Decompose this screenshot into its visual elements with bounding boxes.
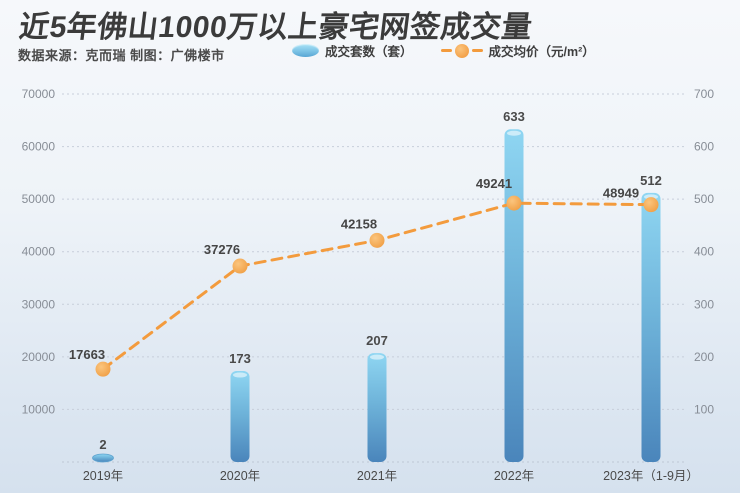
bar-2019年[interactable] xyxy=(92,453,114,463)
x-axis-label: 2020年 xyxy=(220,469,260,483)
source-note: 数据来源：克而瑞 制图：广佛楼市 xyxy=(18,48,225,63)
left-axis-tick: 10000 xyxy=(22,402,56,416)
bar-cap-highlight xyxy=(370,354,384,360)
legend-bars-label: 成交套数（套） xyxy=(325,45,413,59)
bar-value-label: 173 xyxy=(229,351,251,366)
price-point-2019年[interactable] xyxy=(95,361,111,377)
x-axis-label: 2022年 xyxy=(494,469,534,483)
legend-line-label: 成交均价（元/m²） xyxy=(488,45,595,59)
right-axis-tick: 600 xyxy=(694,140,714,154)
price-point-2020年[interactable] xyxy=(232,258,248,274)
right-axis-tick: 300 xyxy=(694,297,714,311)
price-value-label: 42158 xyxy=(341,216,377,231)
left-axis-tick: 50000 xyxy=(22,192,56,206)
bar-2022年[interactable] xyxy=(504,129,524,463)
bar-2020年[interactable] xyxy=(230,371,250,462)
price-point-2023年（1-9月）[interactable] xyxy=(643,197,659,213)
right-axis-tick: 400 xyxy=(694,245,714,259)
x-axis-label: 2021年 xyxy=(357,469,397,483)
left-axis-tick: 40000 xyxy=(22,245,56,259)
left-axis-tick: 60000 xyxy=(22,140,56,154)
bar-value-label: 2 xyxy=(99,437,106,452)
price-point-2022年[interactable] xyxy=(506,195,522,211)
right-axis-tick: 700 xyxy=(694,87,714,101)
bar-cap-highlight xyxy=(233,372,247,378)
line-series-icon xyxy=(440,43,483,58)
left-axis-tick: 30000 xyxy=(22,297,56,311)
price-value-label: 17663 xyxy=(69,347,105,362)
bar-value-label: 207 xyxy=(366,333,388,348)
bar-2021年[interactable] xyxy=(367,353,387,462)
left-axis-tick: 20000 xyxy=(22,350,56,364)
right-axis-tick: 200 xyxy=(694,350,714,364)
price-value-label: 48949 xyxy=(603,186,639,201)
price-value-label: 37276 xyxy=(204,242,240,257)
legend: 成交套数（套） 成交均价（元/m²） xyxy=(292,41,595,60)
bar-series-icon xyxy=(292,44,319,57)
right-axis-tick: 500 xyxy=(694,192,714,206)
left-axis-tick: 70000 xyxy=(22,87,56,101)
right-axis-tick: 100 xyxy=(694,402,714,416)
page-title: 近5年佛山1000万以上豪宅网签成交量 xyxy=(17,11,535,44)
x-axis-label: 2023年（1-9月） xyxy=(603,469,699,483)
bar-2023年（1-9月）[interactable] xyxy=(641,192,661,462)
bar-value-label: 633 xyxy=(503,109,525,124)
price-point-2021年[interactable] xyxy=(369,232,385,248)
legend-item-line[interactable]: 成交均价（元/m²） xyxy=(440,41,595,60)
price-value-label: 49241 xyxy=(476,176,512,191)
bar-cap-highlight xyxy=(507,130,521,136)
bar-value-label: 512 xyxy=(640,173,662,188)
legend-item-bars[interactable]: 成交套数（套） xyxy=(292,41,413,60)
x-axis-label: 2019年 xyxy=(83,469,123,483)
